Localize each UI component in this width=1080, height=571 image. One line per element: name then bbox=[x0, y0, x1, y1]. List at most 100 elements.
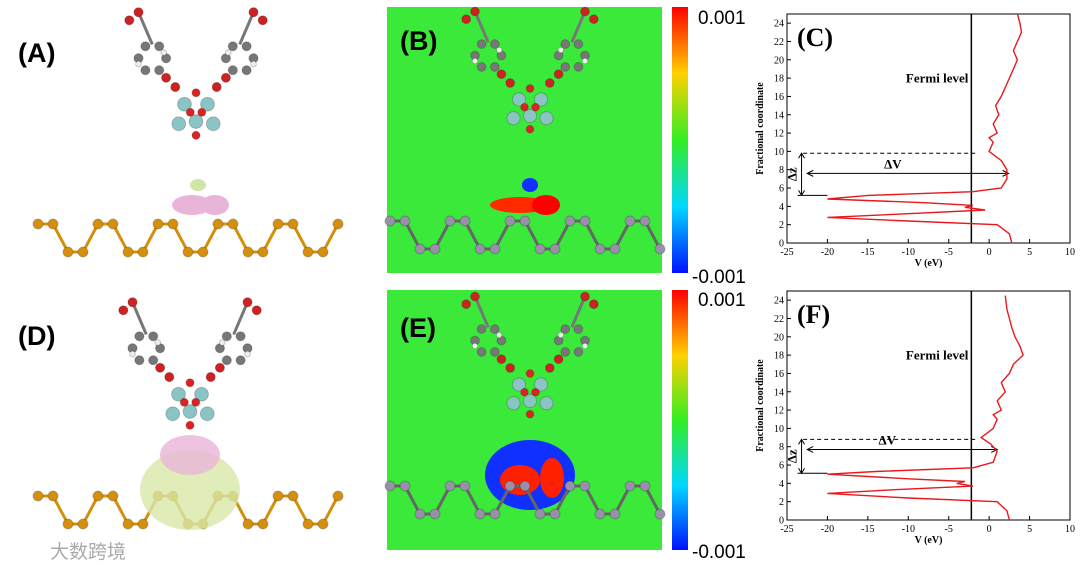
atom bbox=[191, 130, 201, 140]
atom bbox=[525, 369, 535, 378]
bond bbox=[51, 495, 70, 525]
atom bbox=[164, 371, 175, 383]
atom bbox=[504, 480, 516, 492]
atom bbox=[429, 508, 441, 520]
atom bbox=[489, 62, 500, 72]
atom bbox=[505, 78, 516, 88]
atom bbox=[534, 243, 546, 255]
atom bbox=[496, 69, 507, 80]
atom bbox=[205, 371, 216, 383]
arrowhead bbox=[798, 152, 805, 159]
y-tick-label: 0 bbox=[779, 516, 784, 527]
x-tick-label: 0 bbox=[987, 247, 992, 258]
bond bbox=[137, 11, 154, 46]
atom bbox=[179, 397, 189, 407]
atom bbox=[533, 92, 549, 107]
bond bbox=[613, 220, 632, 250]
atom bbox=[579, 480, 591, 492]
atom bbox=[170, 81, 181, 93]
atom bbox=[384, 215, 396, 227]
bond bbox=[553, 485, 572, 515]
panel-label: (A) bbox=[18, 38, 55, 68]
x-tick-label: 5 bbox=[1027, 524, 1032, 535]
arrowhead bbox=[1002, 169, 1010, 177]
atom bbox=[553, 69, 564, 80]
atom bbox=[553, 354, 564, 365]
atom bbox=[32, 218, 44, 230]
atom bbox=[227, 218, 239, 230]
atom bbox=[134, 331, 145, 342]
y-tick-label: 10 bbox=[774, 424, 784, 435]
y-tick-label: 4 bbox=[779, 479, 784, 490]
atom bbox=[489, 508, 501, 520]
mix bbox=[540, 458, 564, 498]
atom bbox=[474, 243, 486, 255]
atom bbox=[140, 65, 151, 76]
atom bbox=[148, 355, 159, 366]
atom bbox=[519, 215, 531, 227]
bond bbox=[403, 220, 422, 250]
atom bbox=[227, 41, 238, 52]
x-tick-label: -25 bbox=[780, 247, 793, 258]
x-tick-label: -5 bbox=[945, 524, 953, 535]
atom bbox=[194, 386, 209, 402]
dv-label: ΔV bbox=[878, 432, 896, 447]
panel-label: (B) bbox=[400, 26, 437, 56]
bond bbox=[570, 295, 587, 328]
bond bbox=[583, 220, 602, 250]
atom bbox=[135, 60, 142, 68]
molecule-renderings bbox=[32, 6, 666, 530]
x-tick-label: -15 bbox=[861, 524, 874, 535]
x-tick-label: -25 bbox=[780, 524, 793, 535]
atom bbox=[127, 297, 138, 308]
atom bbox=[654, 243, 666, 255]
atom bbox=[525, 84, 535, 93]
atom bbox=[124, 15, 135, 26]
atom bbox=[182, 246, 194, 258]
atom bbox=[522, 108, 538, 124]
atom bbox=[235, 355, 246, 366]
lobe bbox=[160, 435, 220, 475]
atom bbox=[461, 14, 472, 25]
atom bbox=[489, 347, 500, 357]
bond bbox=[493, 220, 512, 250]
bond bbox=[613, 485, 632, 515]
atom bbox=[580, 291, 590, 302]
atom bbox=[496, 354, 507, 365]
bond bbox=[433, 220, 452, 250]
atom bbox=[133, 7, 144, 18]
y-tick-label: 8 bbox=[779, 442, 784, 453]
atom bbox=[564, 480, 576, 492]
atom bbox=[221, 355, 232, 366]
hot bbox=[532, 195, 560, 215]
y-axis-label: Fractional coordinate bbox=[755, 82, 766, 175]
bond bbox=[433, 485, 452, 515]
atom bbox=[489, 243, 501, 255]
y-tick-label: 14 bbox=[774, 110, 784, 121]
atom bbox=[511, 92, 527, 107]
panel-label: (D) bbox=[18, 321, 55, 351]
y-tick-label: 4 bbox=[779, 202, 784, 213]
bond bbox=[463, 485, 482, 515]
atom bbox=[257, 518, 269, 530]
bond bbox=[463, 220, 482, 250]
atom bbox=[241, 41, 252, 52]
atom bbox=[573, 347, 584, 357]
atom bbox=[77, 518, 89, 530]
x-tick-label: -5 bbox=[945, 247, 953, 258]
y-tick-label: 0 bbox=[779, 239, 784, 250]
atom bbox=[444, 480, 456, 492]
x-tick-label: -15 bbox=[861, 247, 874, 258]
atom bbox=[137, 246, 149, 258]
atom bbox=[506, 396, 521, 411]
atom bbox=[224, 49, 232, 56]
atom bbox=[557, 46, 565, 54]
atom bbox=[609, 508, 621, 520]
dz-label: Δz bbox=[785, 167, 800, 181]
atom bbox=[248, 7, 259, 18]
atom bbox=[533, 377, 549, 392]
atom bbox=[191, 88, 201, 98]
bond bbox=[261, 495, 280, 525]
atom bbox=[525, 409, 535, 419]
atom bbox=[560, 324, 571, 334]
